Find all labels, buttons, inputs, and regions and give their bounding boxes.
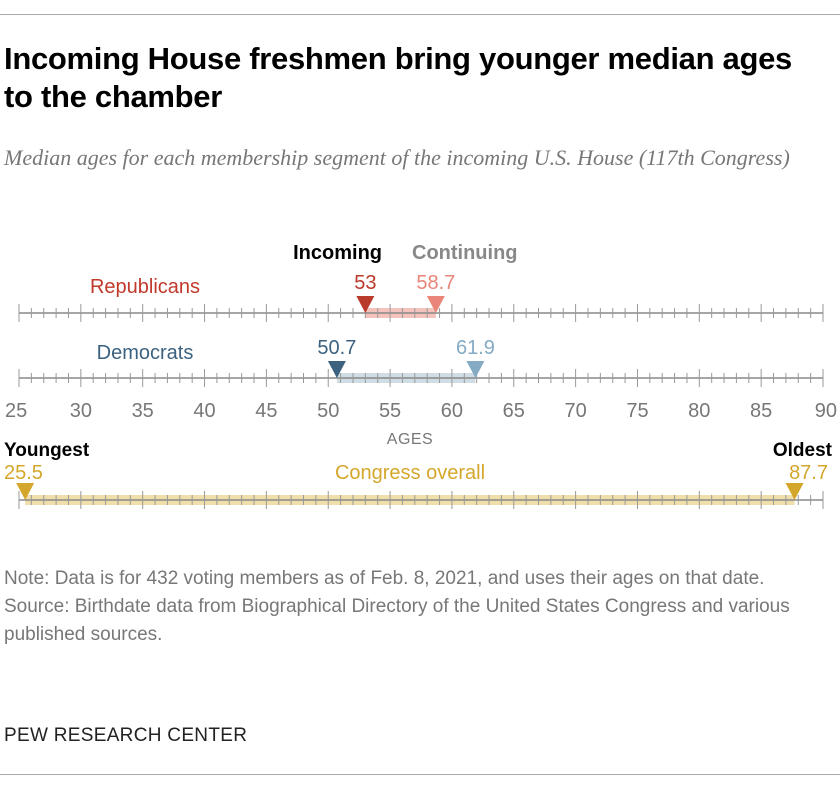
legend-continuing: Continuing	[412, 242, 518, 264]
incoming-value-label: 53	[354, 272, 376, 294]
youngest-marker	[16, 483, 35, 500]
chart-subtitle: Median ages for each membership segment …	[4, 145, 790, 170]
top-rule	[0, 14, 840, 15]
legend-incoming: Incoming	[293, 242, 382, 264]
row-label: Democrats	[97, 342, 194, 364]
incoming-marker	[327, 361, 346, 378]
x-tick-label: 40	[193, 400, 215, 422]
source-text: Source: Birthdate data from Biographical…	[4, 596, 790, 645]
x-tick-label: 30	[70, 400, 92, 422]
x-tick-label: 55	[379, 400, 401, 422]
x-axis-title: AGES	[387, 431, 433, 448]
continuing-value-label: 61.9	[456, 337, 495, 359]
x-tick-label: 45	[255, 400, 277, 422]
dot-range-chart: Incoming Continuing 53 58.7 Republicans 50.7 6…	[4, 242, 837, 509]
youngest-label: Youngest	[4, 440, 90, 461]
row-label: Republicans	[90, 276, 200, 298]
x-tick-label: 35	[132, 400, 154, 422]
x-tick-label: 75	[626, 400, 648, 422]
continuing-marker	[426, 296, 445, 313]
youngest-value-label: 25.5	[4, 462, 43, 484]
oldest-label: Oldest	[773, 440, 833, 461]
footer-credit: PEW RESEARCH CENTER	[4, 725, 248, 746]
x-tick-label: 65	[503, 400, 525, 422]
bottom-rule	[0, 774, 840, 775]
chart-title: Incoming House freshmen bring younger me…	[4, 41, 793, 114]
note-text: Note: Data is for 432 voting members as …	[4, 568, 765, 589]
x-tick-label: 50	[317, 400, 339, 422]
continuing-marker	[466, 361, 485, 378]
x-tick-label: 25	[5, 400, 27, 422]
incoming-value-label: 50.7	[317, 337, 356, 359]
x-tick-label: 85	[750, 400, 772, 422]
notes: Note: Data is for 432 voting members as …	[4, 565, 834, 649]
overall-series-label: Congress overall	[335, 462, 485, 484]
incoming-marker	[356, 296, 375, 313]
oldest-marker	[785, 483, 804, 500]
x-tick-label: 70	[564, 400, 586, 422]
x-tick-label: 80	[688, 400, 710, 422]
oldest-value-label: 87.7	[789, 462, 828, 484]
x-tick-label: 90	[815, 400, 837, 422]
x-tick-label: 60	[441, 400, 463, 422]
continuing-value-label: 58.7	[416, 272, 455, 294]
